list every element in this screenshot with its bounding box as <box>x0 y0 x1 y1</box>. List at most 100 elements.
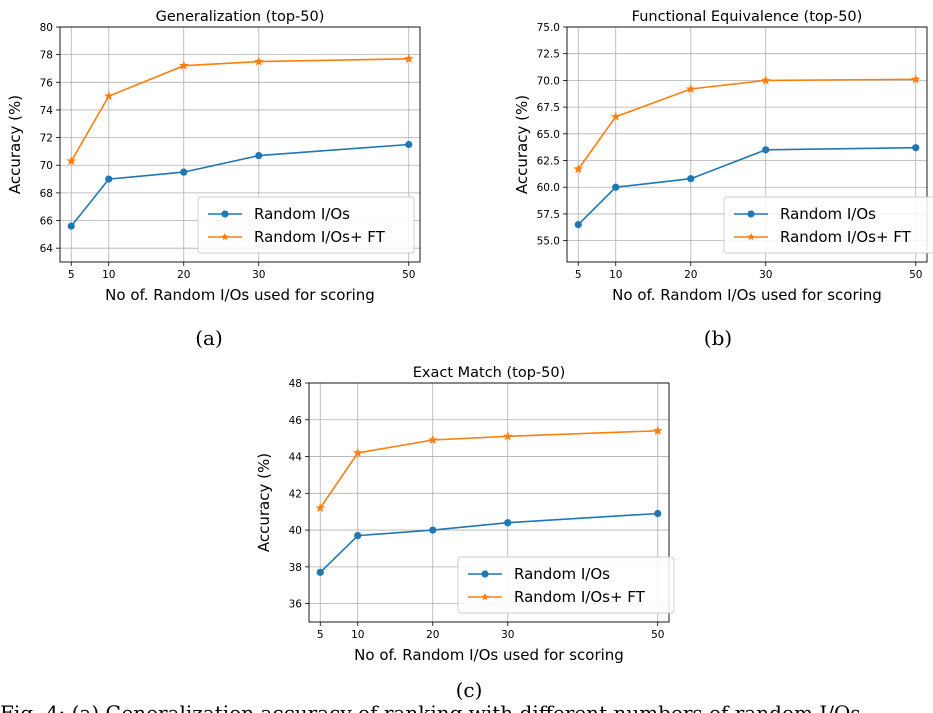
data-point-star <box>254 56 264 66</box>
x-tick-label: 5 <box>317 629 324 641</box>
data-point-star <box>911 74 921 84</box>
legend-label-1: Random I/Os+ FT <box>254 228 386 246</box>
y-tick-label: 66 <box>40 216 54 228</box>
legend-label-0: Random I/Os <box>254 205 350 223</box>
data-point-star <box>761 75 771 85</box>
plot-frame <box>566 26 928 263</box>
x-tick-label: 10 <box>102 269 115 281</box>
series-line-1 <box>319 430 658 509</box>
y-tick-label: 36 <box>289 599 303 611</box>
legend-marker-circle <box>481 570 489 578</box>
y-tick-label: 40 <box>289 525 302 537</box>
plot-frame <box>59 26 421 263</box>
legend-box <box>197 196 415 254</box>
y-tick-label: 48 <box>289 378 302 390</box>
data-point-star <box>686 83 696 94</box>
data-point-star <box>428 434 438 445</box>
legend-marker-star <box>481 592 489 601</box>
figure-footer-text: Fig. 4: (a) Generalization accuracy of r… <box>0 701 861 713</box>
data-point-star <box>503 431 513 441</box>
caption-b: (b) <box>704 326 732 350</box>
y-tick-label: 75.0 <box>537 22 560 34</box>
data-point-circle <box>405 140 413 149</box>
x-tick-label: 5 <box>575 269 582 281</box>
caption-a: (a) <box>195 326 223 350</box>
x-tick-label: 20 <box>684 269 697 281</box>
chart-exact-match: 36 38 40 42 44 46 48 5 10 20 30 50 Exact Match (top-… <box>255 365 675 664</box>
data-point-circle <box>612 183 620 191</box>
data-point-circle <box>912 144 920 152</box>
y-tick-label: 38 <box>289 562 302 574</box>
x-tick-label: 10 <box>351 629 364 641</box>
y-tick-label: 55.0 <box>537 236 560 248</box>
x-tick-label: 30 <box>252 269 265 281</box>
y-tick-label: 64 <box>40 243 54 255</box>
legend-marker-star <box>221 232 229 241</box>
y-tick-label: 76 <box>40 77 54 89</box>
y-tick-label: 46 <box>289 415 303 427</box>
legend-marker-star <box>747 232 755 241</box>
y-tick-label: 57.5 <box>537 209 560 221</box>
y-tick-label: 78 <box>40 50 53 62</box>
y-axis-label: Accuracy (%) <box>513 95 531 194</box>
y-tick-label: 42 <box>289 488 302 500</box>
legend-label-1: Random I/Os+ FT <box>780 228 912 246</box>
data-point-circle <box>504 519 512 527</box>
y-tick-label: 70 <box>40 160 53 172</box>
y-tick-label: 74 <box>40 105 54 117</box>
data-point-circle <box>687 175 695 183</box>
data-point-star <box>611 111 621 121</box>
y-tick-label: 72.5 <box>537 49 560 61</box>
y-tick-label: 67.5 <box>537 102 560 114</box>
plot-frame <box>308 382 670 623</box>
y-tick-label: 70.0 <box>537 75 560 87</box>
data-point-circle <box>354 531 362 540</box>
data-point-circle <box>574 221 582 229</box>
x-tick-label: 20 <box>426 629 439 641</box>
legend-label-1: Random I/Os+ FT <box>514 588 646 606</box>
chart-generalization: 64 66 68 70 72 74 76 78 80 5 10 20 30 50 Generalizatio… <box>6 9 421 304</box>
x-axis-label: No of. Random I/Os used for scoring <box>612 286 882 304</box>
chart-title: Generalization (top-50) <box>156 9 325 25</box>
legend-box <box>457 556 675 614</box>
data-point-star <box>353 447 363 457</box>
y-axis-label: Accuracy (%) <box>255 453 273 552</box>
y-axis-label: Accuracy (%) <box>6 95 24 194</box>
caption-c: (c) <box>456 678 483 702</box>
legend-box <box>723 196 933 254</box>
legend-marker-circle <box>221 210 229 218</box>
legend-marker-circle <box>747 210 755 218</box>
data-point-star <box>66 156 76 166</box>
x-tick-label: 50 <box>651 629 664 641</box>
x-tick-label: 10 <box>609 269 622 281</box>
y-tick-label: 72 <box>40 133 53 145</box>
legend-label-0: Random I/Os <box>780 205 876 223</box>
x-tick-label: 50 <box>909 269 922 281</box>
data-point-circle <box>429 526 437 534</box>
data-point-star <box>315 502 325 513</box>
x-tick-label: 30 <box>759 269 772 281</box>
data-point-star <box>104 91 114 101</box>
y-tick-label: 44 <box>289 452 303 464</box>
x-tick-label: 20 <box>177 269 190 281</box>
data-point-star <box>573 164 583 174</box>
chart-functional-equivalence: 55.0 57.5 60.0 62.5 65.0 67.5 70.0 72.5 75.0 5 10 2… <box>513 9 933 304</box>
data-point-circle <box>762 146 770 154</box>
y-tick-label: 60.0 <box>537 182 560 194</box>
x-tick-label: 50 <box>402 269 415 281</box>
data-point-star <box>404 53 414 63</box>
y-tick-label: 65.0 <box>537 129 560 141</box>
data-point-star <box>653 425 663 435</box>
y-tick-label: 80 <box>40 22 53 34</box>
chart-title: Functional Equivalence (top-50) <box>632 9 863 25</box>
data-point-circle <box>180 168 188 176</box>
data-point-circle <box>316 568 324 576</box>
data-point-circle <box>654 509 662 518</box>
y-tick-label: 62.5 <box>537 156 560 168</box>
x-tick-label: 5 <box>68 269 75 281</box>
x-axis-label: No of. Random I/Os used for scoring <box>354 646 624 664</box>
data-point-circle <box>255 151 263 160</box>
series-line-1 <box>577 78 916 170</box>
data-point-circle <box>105 175 113 183</box>
data-point-star <box>179 60 189 70</box>
